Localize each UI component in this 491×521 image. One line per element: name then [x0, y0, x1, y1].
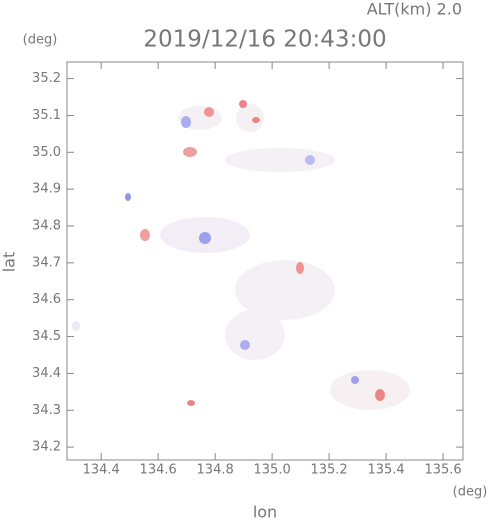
y-tick-label: 34.5 [32, 329, 61, 344]
y-tick-label: 34.4 [32, 366, 61, 381]
x-tick-label: 134.8 [197, 463, 234, 478]
y-tick-label: 35.1 [32, 108, 61, 123]
x-tick-label: 135.0 [254, 463, 291, 478]
y-tick-label: 34.8 [32, 218, 61, 233]
x-tick-label: 135.6 [424, 463, 461, 478]
chart-title: 2019/12/16 20:43:00 [143, 27, 386, 53]
y-tick-label: 34.2 [32, 440, 61, 455]
y-tick-label: 35.2 [32, 71, 61, 86]
y-tick-label: 35.0 [32, 145, 61, 160]
y-tick-label: 34.9 [32, 182, 61, 197]
y-tick-label: 34.7 [32, 255, 61, 270]
x-axis-label: lon [253, 503, 277, 521]
x-tick-label: 135.4 [367, 463, 404, 478]
y-tick-label: 34.6 [32, 292, 61, 307]
y-tick-label: 34.3 [32, 403, 61, 418]
x-unit: (deg) [453, 485, 488, 500]
y-axis-label: lat [0, 252, 19, 273]
altitude-label: ALT(km) 2.0 [367, 0, 462, 19]
y-unit: (deg) [23, 33, 58, 48]
x-tick-label: 134.6 [140, 463, 177, 478]
plot-frame [66, 61, 464, 461]
echo-areas [72, 100, 410, 410]
x-tick-label: 134.4 [83, 463, 120, 478]
x-tick-label: 135.2 [310, 463, 347, 478]
